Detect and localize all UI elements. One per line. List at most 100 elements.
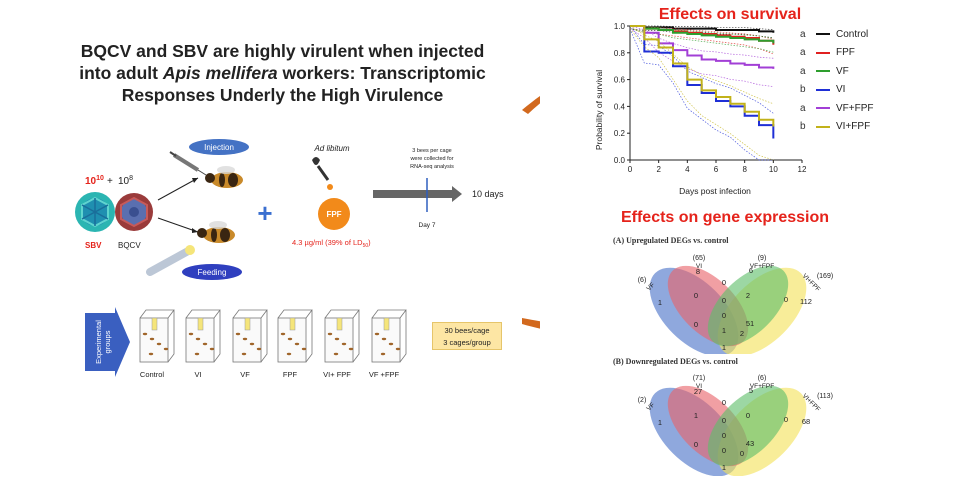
fed-bee-icon [197, 221, 235, 243]
venn-region-count: 1 [694, 411, 698, 420]
cage-info-line-2: 3 cages/group [433, 337, 501, 349]
venn-region-count: 27 [694, 387, 702, 396]
venn-region-count: 0 [784, 295, 788, 304]
cage-4 [278, 310, 312, 362]
venn-region-count: 1 [658, 418, 662, 427]
group-label-vi-fpf: VI+ FPF [315, 370, 359, 379]
syringe-icon [170, 152, 206, 175]
cage-info-line-1: 30 bees/cage [433, 325, 501, 337]
venn-region-count: 0 [722, 398, 726, 407]
cage-6 [372, 310, 406, 362]
venn-set-total: (65) [693, 255, 705, 262]
x-axis-label: Days post infection [679, 186, 751, 196]
venn-set-name: VF+FPF [750, 383, 774, 390]
legend-swatch [816, 70, 830, 72]
legend-item-VI+FPF: b VI+FPF [800, 120, 870, 134]
y-tick-label: 0.0 [614, 156, 626, 165]
venn-region-count: 0 [722, 416, 726, 425]
legend-label: VI+FPF [836, 121, 870, 132]
group-label-vi: VI [176, 370, 220, 379]
legend-significance: a [800, 66, 812, 77]
bqcv-virus-icon [115, 193, 153, 231]
cages-group [140, 310, 406, 362]
legend-swatch [816, 107, 830, 109]
venn-region-count: 1 [722, 326, 726, 335]
venn-region-count: 51 [746, 319, 754, 328]
legend-significance: b [800, 121, 812, 132]
venn-set-total: (9) [758, 255, 767, 262]
venn-set-total: (169) [817, 273, 833, 280]
venn-set-total: (71) [693, 375, 705, 382]
legend-label: FPF [836, 47, 855, 58]
legend-item-FPF: a FPF [800, 46, 855, 60]
y-tick-label: 0.6 [614, 76, 626, 85]
y-axis-label: Probability of survival [594, 70, 604, 150]
dose-sbv: 1010 [85, 175, 104, 187]
venn-region-count: 0 [722, 311, 726, 320]
venn-region-count: 2 [746, 291, 750, 300]
experimental-groups-label-2: groups [103, 330, 112, 353]
venn-region-count: 5 [749, 386, 753, 395]
x-tick-label: 4 [685, 165, 690, 174]
cage-info-box: 30 bees/cage 3 cages/group [432, 322, 502, 350]
feeding-label: Feeding [198, 268, 227, 277]
legend-significance: b [800, 84, 812, 95]
ad-libitum-label: Ad libitum [313, 144, 349, 153]
collection-note-1: 3 bees per cage [412, 148, 451, 154]
venn-region-count: 1 [722, 463, 726, 472]
duration-label: 10 days [472, 189, 504, 199]
x-tick-label: 0 [628, 165, 633, 174]
venn-down-title: (B) Downregulated DEGs vs. control [613, 357, 738, 366]
group-label-control: Control [130, 370, 174, 379]
virus-label-bqcv: BQCV [118, 241, 141, 250]
legend-label: VI [836, 84, 845, 95]
gene-expression-heading: Effects on gene expression [590, 209, 860, 227]
survival-chart: 0 2 4 6 8 10 12 0.0 0.2 0.4 0.6 0.8 1.0 Days post in… [590, 20, 810, 200]
cage-5 [325, 310, 359, 362]
y-tick-label: 0.2 [614, 129, 626, 138]
venn-up-title: (A) Upregulated DEGs vs. control [613, 236, 728, 245]
venn-set-total: (113) [817, 393, 833, 400]
cage-1 [140, 310, 174, 362]
collection-note-3: RNA-seq analysis [410, 164, 454, 170]
dose-bqcv: 108 [118, 175, 133, 187]
venn-region-count: 112 [800, 297, 812, 306]
ci-lower-VI+FPF [630, 29, 773, 160]
timeline-arrow [373, 186, 462, 202]
x-tick-label: 12 [798, 165, 807, 174]
legend-item-VF: a VF [800, 64, 849, 78]
venn-region-count: 0 [694, 291, 698, 300]
venn-region-count: 0 [722, 278, 726, 287]
dose-plus: + [107, 176, 113, 187]
x-tick-label: 6 [714, 165, 719, 174]
fpf-label: FPF [326, 210, 341, 219]
legend-swatch [816, 126, 830, 128]
legend-label: VF+FPF [836, 103, 874, 114]
legend-item-VF+FPF: a VF+FPF [800, 101, 874, 115]
legend-significance: a [800, 103, 812, 114]
experimental-groups-label-1: Experimental [94, 320, 103, 364]
legend-item-Control: a Control [800, 27, 868, 41]
venn-region-count: 6 [749, 266, 753, 275]
x-tick-label: 8 [742, 165, 747, 174]
y-tick-label: 0.8 [614, 49, 626, 58]
venn-region-count: 8 [696, 267, 700, 276]
arrow-to-gene-expression [522, 312, 540, 337]
venn-region-count: 0 [694, 320, 698, 329]
venn-region-count: 0 [722, 431, 726, 440]
legend-significance: a [800, 29, 812, 40]
legend-swatch [816, 52, 830, 54]
venn-region-count: 0 [722, 446, 726, 455]
venn-region-count: 2 [740, 329, 744, 338]
sbv-virus-icon [75, 192, 115, 232]
plus-icon: + [257, 198, 272, 228]
venn-region-count: 0 [746, 411, 750, 420]
ci-lower-VI [630, 29, 773, 160]
legend-label: VF [836, 66, 849, 77]
legend-label: Control [836, 29, 868, 40]
legend-swatch [816, 33, 830, 35]
venn-region-count: 0 [694, 440, 698, 449]
arrow-to-survival [522, 70, 540, 114]
injected-bee-icon [205, 166, 243, 188]
